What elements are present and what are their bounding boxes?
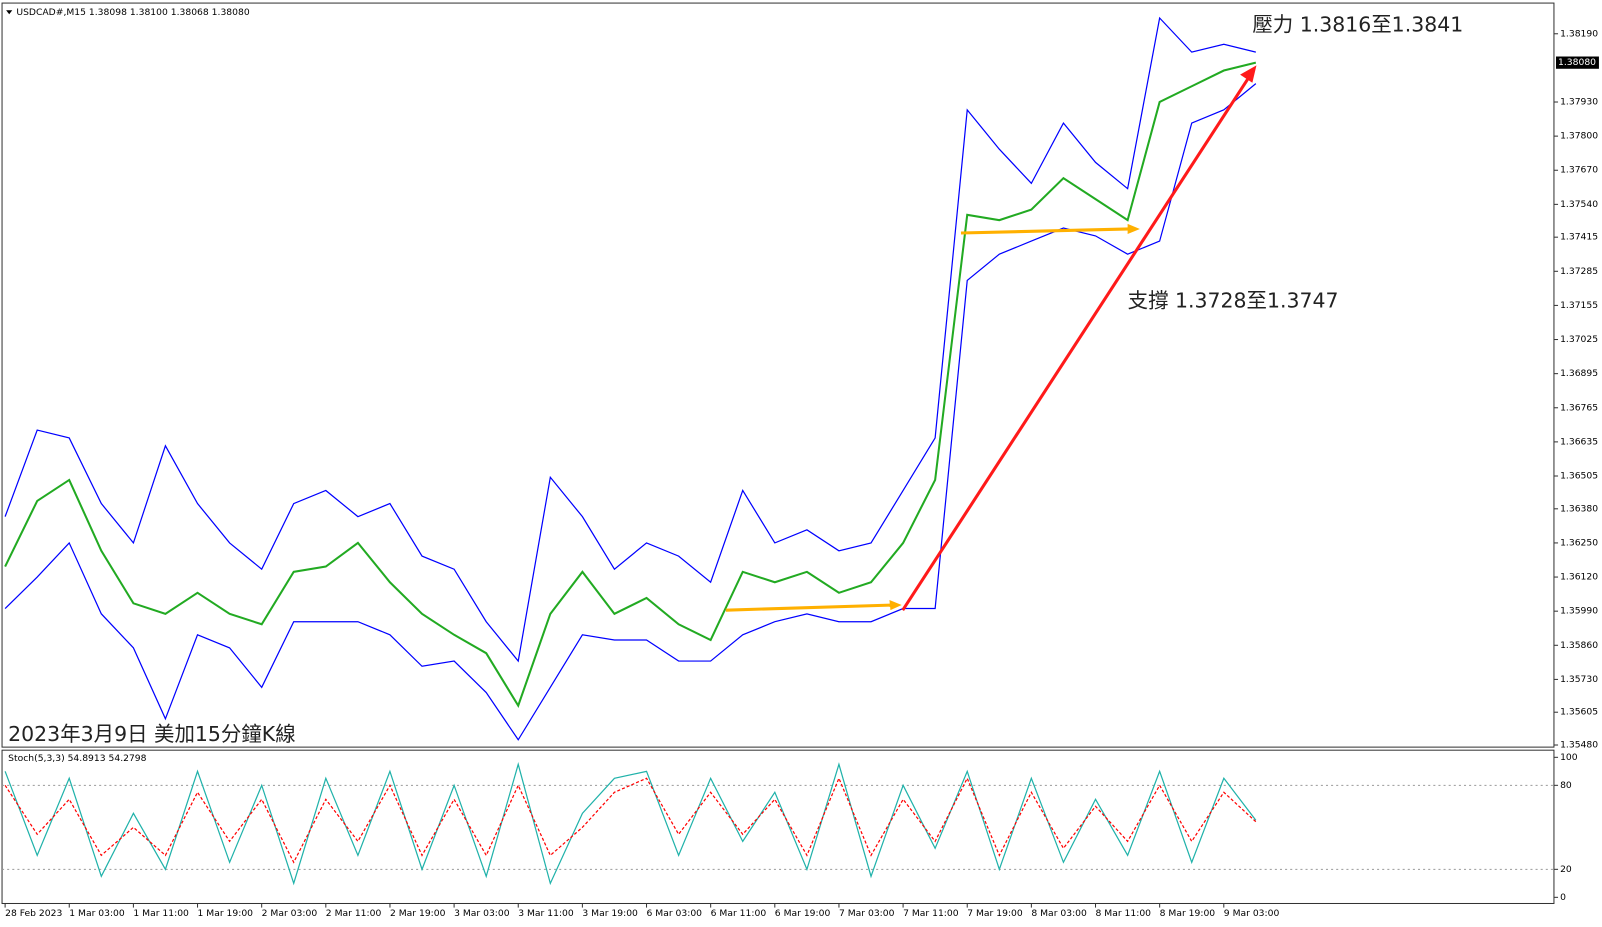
y-tick-label: 1.37930 bbox=[1560, 97, 1598, 108]
y-tick-label: 20 bbox=[1560, 864, 1572, 875]
x-tick-label: 7 Mar 11:00 bbox=[903, 908, 959, 919]
y-tick-label: 1.36120 bbox=[1560, 572, 1598, 583]
x-tick-label: 1 Mar 19:00 bbox=[198, 908, 254, 919]
x-tick-label: 2 Mar 11:00 bbox=[326, 908, 382, 919]
x-tick-label: 3 Mar 03:00 bbox=[454, 908, 510, 919]
stoch-panel bbox=[1, 749, 1555, 905]
current-price-box bbox=[1555, 56, 1599, 69]
y-tick-label: 1.36250 bbox=[1560, 537, 1598, 548]
arrow bbox=[725, 603, 892, 612]
current-price-label: 1.38080 bbox=[1558, 57, 1596, 68]
x-tick-label: 8 Mar 19:00 bbox=[1160, 908, 1216, 919]
x-tick-label: 1 Mar 03:00 bbox=[69, 908, 125, 919]
y-tick-label: 1.36635 bbox=[1560, 436, 1598, 447]
x-tick-label: 3 Mar 11:00 bbox=[518, 908, 574, 919]
x-tick-label: 8 Mar 11:00 bbox=[1096, 908, 1152, 919]
y-tick-label: 1.37415 bbox=[1560, 232, 1598, 243]
x-tick-label: 2 Mar 03:00 bbox=[262, 908, 318, 919]
arrow bbox=[960, 227, 1130, 235]
x-tick-label: 9 Mar 03:00 bbox=[1224, 908, 1280, 919]
annotation: 壓力 1.3816至1.3841 bbox=[1252, 13, 1463, 37]
arrow bbox=[901, 75, 1251, 611]
y-tick-label: 1.37155 bbox=[1560, 300, 1598, 311]
y-tick-label: 80 bbox=[1560, 780, 1572, 791]
x-tick-label: 3 Mar 19:00 bbox=[582, 908, 638, 919]
y-tick-label: 1.38190 bbox=[1560, 28, 1598, 39]
price-panel bbox=[1, 2, 1555, 748]
y-tick-label: 1.35730 bbox=[1560, 674, 1598, 685]
y-tick-label: 1.37800 bbox=[1560, 131, 1598, 142]
y-tick-label: 1.35605 bbox=[1560, 707, 1598, 718]
y-tick-label: 1.37285 bbox=[1560, 266, 1598, 277]
y-tick-label: 1.36380 bbox=[1560, 503, 1598, 514]
series-line bbox=[4, 776, 1257, 864]
y-tick-label: 1.37670 bbox=[1560, 165, 1598, 176]
arrow-head bbox=[1240, 65, 1257, 83]
x-tick-label: 8 Mar 03:00 bbox=[1031, 908, 1087, 919]
x-tick-label: 1 Mar 11:00 bbox=[133, 908, 189, 919]
x-tick-label: 6 Mar 11:00 bbox=[711, 908, 767, 919]
y-tick-label: 100 bbox=[1560, 752, 1578, 763]
annotation: 2023年3月9日 美加15分鐘K線 bbox=[8, 722, 295, 746]
y-tick-label: 1.36765 bbox=[1560, 402, 1598, 413]
y-tick-label: 1.36505 bbox=[1560, 471, 1598, 482]
y-tick-label: 1.37025 bbox=[1560, 334, 1598, 345]
y-tick-label: 1.35860 bbox=[1560, 640, 1598, 651]
x-tick-label: 6 Mar 03:00 bbox=[647, 908, 703, 919]
y-tick-label: 1.36895 bbox=[1560, 368, 1598, 379]
series-line bbox=[4, 61, 1257, 708]
plot: 28 Feb 2023 1 Mar 03:00 1 Mar 11:00 1 Mar 1… bbox=[2, 16, 1599, 919]
stoch-title: Stoch(5,3,3) 54.8913 54.2798 bbox=[8, 753, 146, 764]
arrows bbox=[725, 65, 1257, 612]
series-line bbox=[4, 83, 1257, 741]
x-tick-label: 6 Mar 19:00 bbox=[775, 908, 831, 919]
chart-title: USDCAD#,M15 1.38098 1.38100 1.38068 1.38… bbox=[16, 7, 249, 18]
annotation: 支撐 1.3728至1.3747 bbox=[1128, 289, 1339, 313]
x-tick-label: 7 Mar 19:00 bbox=[967, 908, 1023, 919]
x-tick-label: 7 Mar 03:00 bbox=[839, 908, 895, 919]
menu-icon[interactable] bbox=[6, 10, 13, 15]
arrow-head bbox=[1127, 223, 1140, 235]
y-tick-label: 1.37540 bbox=[1560, 199, 1598, 210]
x-tick-label: 28 Feb 2023 bbox=[5, 908, 62, 919]
y-tick-label: 0 bbox=[1560, 892, 1566, 903]
series-line bbox=[4, 16, 1256, 663]
y-tick-label: 1.35480 bbox=[1560, 740, 1598, 751]
arrow-head bbox=[889, 599, 902, 611]
x-tick-label: 2 Mar 19:00 bbox=[390, 908, 446, 919]
y-tick-label: 1.35990 bbox=[1560, 606, 1598, 617]
